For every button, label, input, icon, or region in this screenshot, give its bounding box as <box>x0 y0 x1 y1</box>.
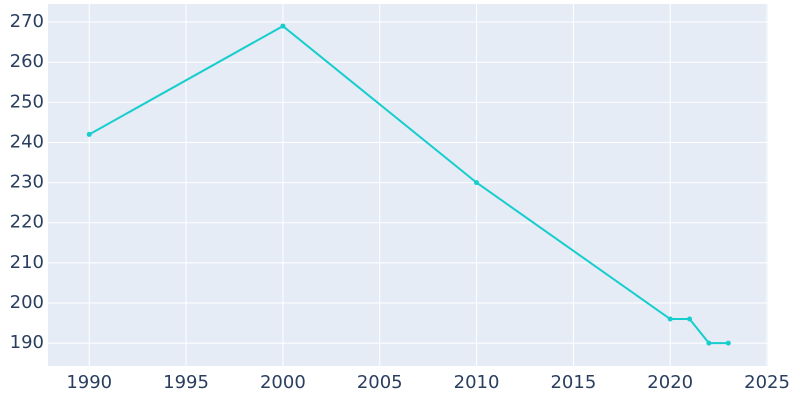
x-tick-label: 2020 <box>647 372 693 393</box>
x-tick-label: 2025 <box>744 372 790 393</box>
plot-area <box>48 4 768 366</box>
x-tick-label: 2005 <box>357 372 403 393</box>
y-tick-label: 210 <box>10 252 44 273</box>
x-tick-label: 2000 <box>260 372 306 393</box>
y-tick-label: 200 <box>10 292 44 313</box>
point <box>725 340 731 346</box>
point <box>667 316 673 322</box>
point <box>86 131 92 137</box>
x-tick-label: 2010 <box>454 372 500 393</box>
y-tick-label: 260 <box>10 51 44 72</box>
y-tick-label: 240 <box>10 131 44 152</box>
y-tick-label: 250 <box>10 91 44 112</box>
y-tick-label: 190 <box>10 332 44 353</box>
x-tick-label: 1995 <box>163 372 209 393</box>
point <box>474 180 480 186</box>
y-tick-label: 270 <box>10 11 44 32</box>
point <box>687 316 693 322</box>
x-tick-label: 1990 <box>66 372 112 393</box>
x-tick-label: 2015 <box>550 372 596 393</box>
y-tick-label: 230 <box>10 172 44 193</box>
y-tick-label: 220 <box>10 212 44 233</box>
point <box>706 340 712 346</box>
point <box>280 23 286 29</box>
